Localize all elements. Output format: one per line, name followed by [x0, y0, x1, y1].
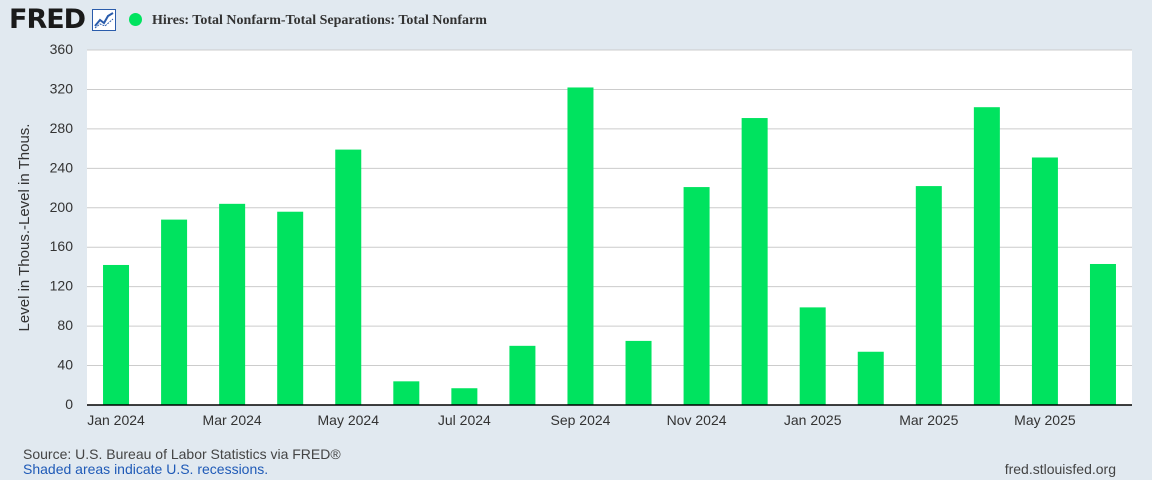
- bar: [683, 187, 710, 405]
- x-tick-label: Jan 2025: [784, 412, 842, 428]
- bar: [857, 351, 884, 405]
- bar: [1031, 157, 1058, 405]
- x-tick-label: Jan 2024: [87, 412, 145, 428]
- x-tick-label: Mar 2025: [899, 412, 958, 428]
- bar: [741, 118, 768, 406]
- header: FRED Hires: Total Nonfarm-Total Separati…: [0, 0, 1152, 44]
- y-tick-label: 0: [65, 396, 73, 412]
- bar: [277, 211, 304, 405]
- y-tick-label: 320: [50, 80, 74, 96]
- bar: [103, 264, 130, 405]
- y-tick-label: 160: [50, 238, 74, 254]
- bar: [219, 203, 246, 405]
- bar: [567, 87, 594, 405]
- plot-area: [87, 50, 1132, 405]
- bar: [451, 388, 478, 405]
- bar: [799, 307, 826, 405]
- y-tick-label: 40: [57, 357, 73, 373]
- y-tick-label: 360: [50, 41, 74, 57]
- bar: [393, 381, 420, 405]
- y-tick-label: 240: [50, 159, 74, 175]
- footer-shaded-note[interactable]: Shaded areas indicate U.S. recessions.: [23, 461, 269, 477]
- bar: [915, 186, 942, 405]
- bar: [509, 345, 536, 405]
- x-tick-label: May 2024: [318, 412, 380, 428]
- y-tick-label: 120: [50, 278, 74, 294]
- bar: [161, 219, 188, 405]
- footer-site-link[interactable]: fred.stlouisfed.org: [1004, 461, 1116, 477]
- legend-label: Hires: Total Nonfarm-Total Separations: …: [152, 13, 487, 28]
- y-tick-label: 80: [57, 317, 73, 333]
- y-tick-label: 200: [50, 199, 74, 215]
- y-axis-label: Level in Thous.-Level in Thous.: [16, 124, 33, 332]
- x-tick-label: Nov 2024: [667, 412, 727, 428]
- fred-logo[interactable]: FRED: [9, 4, 86, 35]
- x-tick-label: Sep 2024: [550, 412, 610, 428]
- x-tick-label: May 2025: [1014, 412, 1076, 428]
- x-tick-label: Jul 2024: [438, 412, 491, 428]
- x-tick-label: Mar 2024: [203, 412, 262, 428]
- legend-swatch: [129, 13, 142, 26]
- footer-source: Source: U.S. Bureau of Labor Statistics …: [23, 446, 341, 462]
- bar: [973, 107, 1000, 405]
- y-tick-label: 280: [50, 120, 74, 136]
- bar: [1089, 263, 1116, 405]
- fred-line-chart-icon: [92, 9, 116, 31]
- bar: [335, 149, 362, 405]
- bar: [625, 340, 652, 405]
